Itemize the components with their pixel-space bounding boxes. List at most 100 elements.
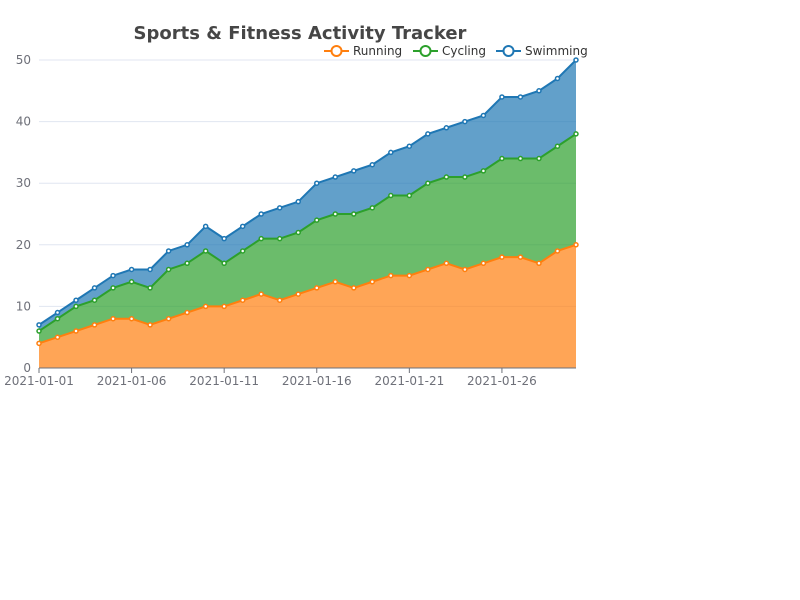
- point-running[interactable]: [573, 242, 579, 248]
- point-running[interactable]: [388, 272, 394, 279]
- point-swimming[interactable]: [276, 205, 283, 211]
- point-running[interactable]: [184, 309, 190, 316]
- point-swimming[interactable]: [369, 161, 376, 168]
- point-swimming[interactable]: [573, 57, 579, 63]
- point-cycling[interactable]: [351, 211, 357, 217]
- point-swimming[interactable]: [314, 180, 320, 186]
- stacked-areas: [36, 57, 579, 368]
- point-cycling[interactable]: [536, 155, 542, 162]
- point-running[interactable]: [462, 266, 468, 273]
- point-swimming[interactable]: [332, 174, 339, 180]
- point-running[interactable]: [54, 334, 61, 340]
- point-running[interactable]: [351, 285, 357, 291]
- point-swimming[interactable]: [536, 88, 542, 94]
- point-running[interactable]: [147, 322, 153, 328]
- x-tick-label: 2021-01-16: [282, 374, 352, 388]
- point-running[interactable]: [369, 279, 376, 285]
- point-swimming[interactable]: [462, 118, 468, 125]
- point-swimming[interactable]: [554, 75, 561, 82]
- point-swimming[interactable]: [406, 143, 413, 149]
- point-running[interactable]: [332, 279, 339, 285]
- point-running[interactable]: [443, 260, 450, 267]
- point-running[interactable]: [258, 291, 264, 297]
- point-swimming[interactable]: [351, 168, 357, 174]
- point-cycling[interactable]: [202, 248, 209, 254]
- legend-marker: [330, 45, 343, 57]
- point-swimming[interactable]: [221, 235, 227, 242]
- point-running[interactable]: [276, 297, 283, 303]
- point-cycling[interactable]: [110, 285, 116, 291]
- point-running[interactable]: [480, 260, 487, 267]
- point-cycling[interactable]: [165, 266, 172, 273]
- point-swimming[interactable]: [36, 322, 42, 328]
- point-cycling[interactable]: [369, 205, 376, 211]
- point-swimming[interactable]: [73, 297, 79, 303]
- point-running[interactable]: [128, 315, 135, 322]
- point-running[interactable]: [221, 303, 227, 310]
- point-swimming[interactable]: [499, 94, 505, 100]
- legend: Running Cycling Swimming: [324, 44, 588, 58]
- point-cycling[interactable]: [276, 235, 283, 242]
- point-cycling[interactable]: [295, 229, 301, 236]
- point-running[interactable]: [536, 260, 542, 267]
- point-running[interactable]: [91, 322, 98, 328]
- point-cycling[interactable]: [239, 248, 246, 254]
- point-running[interactable]: [73, 328, 79, 334]
- point-running[interactable]: [517, 254, 524, 260]
- point-swimming[interactable]: [165, 248, 172, 254]
- point-cycling[interactable]: [184, 260, 190, 267]
- point-running[interactable]: [36, 340, 42, 347]
- point-swimming[interactable]: [128, 266, 135, 273]
- y-tick-label: 0: [23, 361, 31, 375]
- legend-item-cycling[interactable]: Cycling: [413, 44, 486, 58]
- point-swimming[interactable]: [202, 223, 209, 230]
- point-running[interactable]: [295, 291, 301, 297]
- point-swimming[interactable]: [110, 272, 116, 279]
- point-cycling[interactable]: [425, 180, 431, 186]
- point-running[interactable]: [110, 315, 116, 322]
- point-cycling[interactable]: [573, 131, 579, 137]
- point-swimming[interactable]: [91, 285, 98, 291]
- point-cycling[interactable]: [462, 174, 468, 180]
- point-cycling[interactable]: [147, 285, 153, 291]
- point-running[interactable]: [425, 266, 431, 273]
- point-cycling[interactable]: [499, 155, 505, 162]
- point-cycling[interactable]: [221, 260, 227, 267]
- point-running[interactable]: [239, 297, 246, 303]
- point-cycling[interactable]: [128, 279, 135, 285]
- point-swimming[interactable]: [184, 242, 190, 248]
- point-swimming[interactable]: [388, 149, 394, 156]
- point-swimming[interactable]: [54, 309, 61, 316]
- point-swimming[interactable]: [425, 131, 431, 137]
- point-cycling[interactable]: [54, 315, 61, 322]
- point-cycling[interactable]: [73, 303, 79, 310]
- point-running[interactable]: [202, 303, 209, 310]
- point-running[interactable]: [554, 248, 561, 254]
- point-swimming[interactable]: [295, 198, 301, 205]
- point-swimming[interactable]: [239, 223, 246, 230]
- point-swimming[interactable]: [480, 112, 487, 119]
- point-cycling[interactable]: [554, 143, 561, 149]
- x-tick-label: 2021-01-21: [374, 374, 444, 388]
- point-cycling[interactable]: [36, 328, 42, 334]
- point-cycling[interactable]: [443, 174, 450, 180]
- point-cycling[interactable]: [517, 155, 524, 162]
- legend-item-swimming[interactable]: Swimming: [496, 44, 588, 58]
- point-running[interactable]: [314, 285, 320, 291]
- point-swimming[interactable]: [443, 125, 450, 131]
- point-cycling[interactable]: [91, 297, 98, 303]
- point-cycling[interactable]: [258, 235, 264, 242]
- point-cycling[interactable]: [388, 192, 394, 199]
- point-running[interactable]: [406, 272, 413, 279]
- x-tick-label: 2021-01-26: [467, 374, 537, 388]
- point-cycling[interactable]: [480, 168, 487, 174]
- point-cycling[interactable]: [332, 211, 339, 217]
- legend-item-running[interactable]: Running: [324, 44, 402, 58]
- point-cycling[interactable]: [406, 192, 413, 199]
- point-cycling[interactable]: [314, 217, 320, 223]
- point-running[interactable]: [499, 254, 505, 260]
- point-swimming[interactable]: [258, 211, 264, 217]
- point-swimming[interactable]: [147, 266, 153, 273]
- point-running[interactable]: [165, 315, 172, 322]
- point-swimming[interactable]: [517, 94, 524, 100]
